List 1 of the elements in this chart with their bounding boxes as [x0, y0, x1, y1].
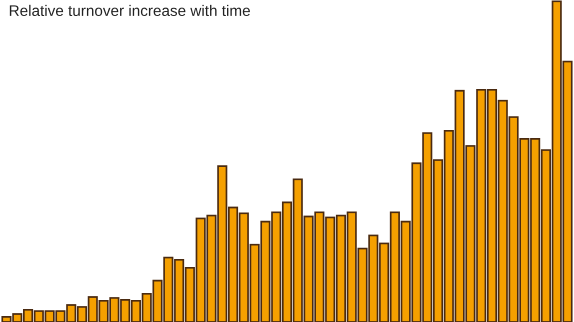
chart-title: Relative turnover increase with time — [10, 4, 250, 16]
